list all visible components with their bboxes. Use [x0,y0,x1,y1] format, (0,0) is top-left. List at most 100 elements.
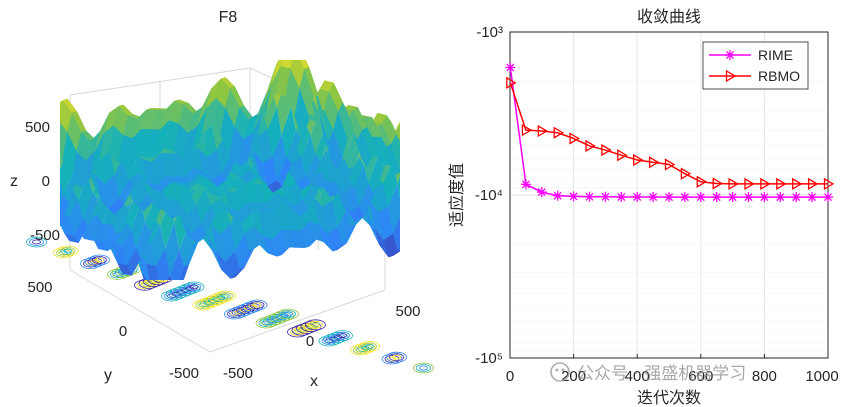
surface-patch [253,150,268,187]
surface-patch [369,200,384,240]
surface-patch [150,225,166,266]
y-tick-1e3: -10³ [476,24,503,41]
surface-patch [301,134,316,177]
surface-patch [3,122,17,167]
surface-patch [262,63,277,111]
point-rbmo [680,167,692,180]
surface-patch [318,224,333,252]
wechat-icon-dot [555,368,559,372]
contour-line [92,256,107,264]
surface-patch [21,169,35,188]
contour-line [252,302,262,308]
surface-patch [407,200,421,229]
point-rbmo [617,149,628,162]
contour-line [413,362,434,374]
surface-patch [62,98,77,113]
surface-patch [401,143,415,171]
surface-patch [343,105,358,111]
surface-patch [430,169,444,206]
contour-line [284,311,293,317]
surface-patch [300,221,315,248]
surface-patch [212,173,227,187]
surface-patch [281,107,296,158]
surface-plot: F8 500 0 -500 z 500 0 -500 y -500 0 500 … [3,9,444,390]
surface-patch [401,142,415,189]
surface-patch [284,196,299,217]
contour-line [392,354,401,360]
x-tick-400: 400 [625,368,650,385]
surface-patch [407,140,421,184]
surface-patch [372,117,387,147]
surface-patch [87,190,102,227]
surface-patch [257,83,272,138]
surface-patch [397,176,400,199]
surface-patch [198,147,213,181]
surface-patch [342,224,357,245]
surface-patch [229,126,244,167]
surface-patch [357,129,372,167]
surface-patch [256,202,272,213]
surface-patch [225,251,240,279]
surface-patch [271,60,283,84]
surface-patch [300,60,310,69]
convergence-title: 收敛曲线 [637,7,701,26]
surface-patch [204,183,220,197]
surface-patch [60,122,68,160]
surface-patch [192,107,207,154]
y-tick-1e5: -10⁵ [475,350,503,367]
surface-patch [229,207,244,222]
surface-patch [328,82,343,111]
point-rime [695,192,706,203]
surface-patch [388,183,400,234]
point-rime [520,179,531,190]
surface-patch [220,107,235,155]
surface-patch [177,181,192,210]
point-rbmo [521,123,533,137]
contour-line [386,351,407,363]
surface-patch [333,82,348,113]
surface-patch [383,160,398,207]
contour-line [183,281,205,293]
surface-patch [194,172,209,180]
contour-line [278,308,299,320]
surface-patch [178,104,193,134]
surface-patch [430,138,444,189]
point-rime [632,191,643,202]
surface-patch [67,112,82,152]
surface-patch [280,60,293,69]
surface-patch [60,190,74,227]
surface-patch [112,197,127,234]
surface-patch [150,110,165,130]
surface-patch [68,199,84,236]
surface-patch [60,100,72,132]
surface-patch [202,170,217,187]
point-rime [727,192,738,203]
surface-patch [362,116,377,137]
surface-patch [62,131,77,179]
surface-patch [303,180,318,210]
surface-patch [215,78,230,108]
surface-patch [207,150,222,181]
wechat-icon-dot2 [561,368,565,372]
surface-patch [146,108,161,110]
surface-patch [17,167,31,214]
surface-patch [196,186,211,224]
surface-patch [197,88,212,127]
surface-patch [233,183,248,212]
surface-patch [323,199,338,235]
surface-patch [117,222,132,247]
surface-patch [352,107,368,130]
contour-line [281,310,296,318]
series-line-rbmo [509,82,828,185]
convergence-plot: 收敛曲线 -10³ -10⁴ -10⁵ 0 200 400 600 800 10… [447,7,839,407]
surface-patch [184,167,199,184]
surface-patch [27,165,41,212]
surface-patch [173,123,188,161]
surface-patch [220,77,235,88]
surface-patch [377,124,392,147]
surface-patch [231,167,246,184]
surface-patch [225,87,240,127]
point-rbmo [633,153,644,167]
surface-patch [285,68,300,116]
